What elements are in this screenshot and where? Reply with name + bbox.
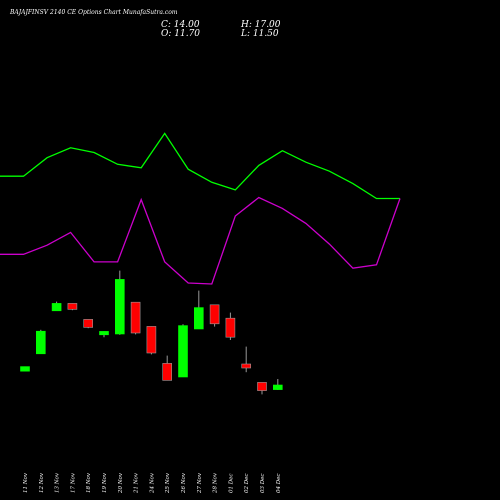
bear-candle-body: [162, 363, 172, 381]
indicator-line-1: [0, 132, 400, 200]
candle-21-nov: [130, 301, 141, 335]
x-tick-label: 12 Nov: [39, 472, 45, 493]
candle-17-nov: [67, 303, 78, 311]
candle-13-nov: [51, 301, 62, 312]
candle-20-nov: [115, 270, 125, 335]
indicator-lines: [0, 132, 401, 285]
x-tick-label: 03 Dec: [260, 474, 266, 494]
bear-candle-body: [257, 382, 267, 391]
candle-27-nov: [194, 290, 204, 330]
bear-candle-body: [225, 317, 236, 338]
bull-candle-body: [35, 330, 46, 355]
x-tick-label: 18 Nov: [86, 472, 92, 493]
candle-19-nov: [99, 331, 109, 338]
bear-candle-body: [146, 326, 157, 354]
chart-title: BAJAJFINSV 2140 CE Options Chart MunafaS…: [10, 9, 178, 16]
candle-11-nov: [20, 366, 30, 372]
candle-26-nov: [178, 324, 188, 378]
bear-candle-body: [67, 303, 78, 310]
candle-18-nov: [83, 319, 93, 329]
bull-candle-body: [20, 366, 30, 372]
candle-24-nov: [146, 326, 157, 355]
x-tick-label: 19 Nov: [102, 472, 108, 493]
high-value: H: 17.00: [241, 20, 281, 30]
x-tick-label: 02 Dec: [244, 474, 250, 494]
candlesticks: [20, 270, 283, 395]
low-value: L: 11.50: [241, 29, 279, 39]
bear-candle-body: [130, 301, 141, 334]
x-tick-label: 24 Nov: [149, 472, 155, 494]
candle-25-nov: [162, 355, 172, 381]
bear-candle-body: [241, 363, 251, 369]
candle-01-dec: [225, 312, 236, 340]
x-tick-label: 26 Nov: [181, 472, 187, 494]
x-tick-label: 01 Dec: [228, 474, 234, 494]
x-tick-label: 25 Nov: [165, 472, 171, 494]
candle-02-dec: [241, 346, 251, 373]
x-tick-label: 13 Nov: [55, 472, 61, 493]
x-axis-labels: 11 Nov 12 Nov 13 Nov 17 Nov 18 Nov 19 Nov 20 N…: [23, 472, 282, 494]
x-tick-label: 04 Dec: [276, 474, 282, 494]
indicator-line-2: [0, 196, 401, 285]
candle-04-dec: [272, 379, 283, 390]
bear-candle-body: [83, 319, 93, 328]
bull-candle-body: [99, 331, 109, 336]
close-value: C: 14.00: [161, 20, 200, 30]
x-tick-label: 21 Nov: [134, 472, 140, 494]
bull-candle-body: [115, 279, 125, 335]
bull-candle-body: [51, 303, 62, 312]
candle-03-dec: [257, 382, 267, 395]
open-value: O: 11.70: [161, 29, 201, 39]
candle-12-nov: [35, 329, 46, 355]
bull-candle-body: [272, 384, 283, 390]
x-tick-label: 20 Nov: [118, 472, 124, 494]
x-tick-label: 11 Nov: [23, 472, 29, 493]
x-tick-label: 28 Nov: [213, 472, 219, 494]
bull-candle-body: [194, 307, 204, 330]
candle-28-nov: [209, 304, 220, 327]
bull-candle-body: [178, 325, 188, 378]
x-tick-label: 17 Nov: [70, 472, 76, 493]
bear-candle-body: [209, 304, 220, 325]
x-tick-label: 27 Nov: [197, 472, 203, 494]
